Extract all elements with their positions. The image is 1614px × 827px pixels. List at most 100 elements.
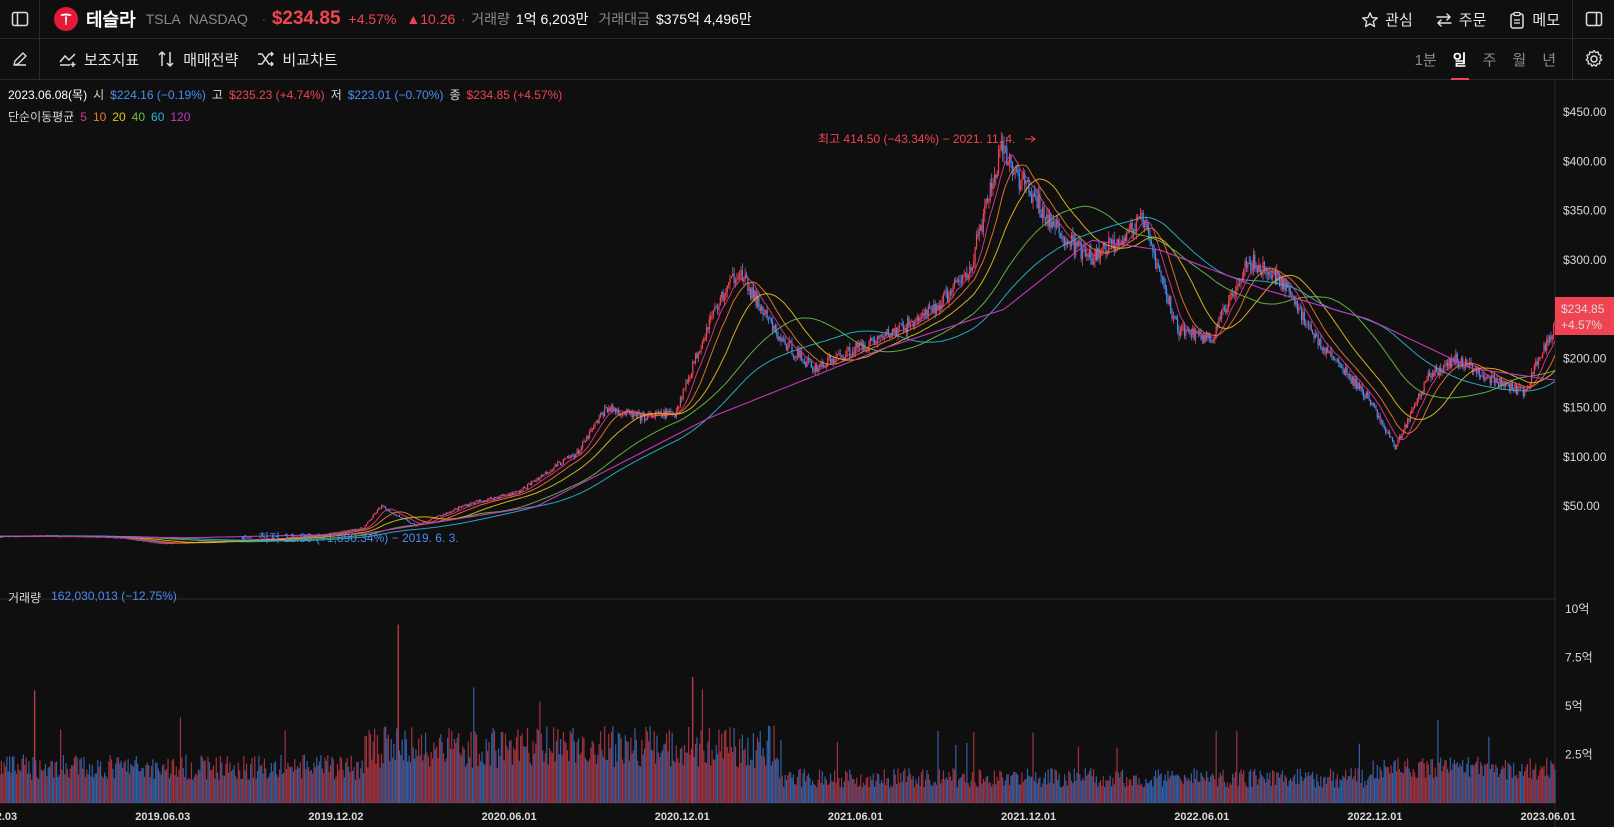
chart-settings-button[interactable] bbox=[1572, 39, 1614, 79]
volume-bar bbox=[905, 782, 907, 803]
volume-bar bbox=[604, 726, 606, 803]
volume-bar bbox=[980, 770, 982, 803]
volume-bar bbox=[1340, 780, 1343, 803]
volume-bar bbox=[535, 743, 537, 803]
candle-body bbox=[933, 304, 935, 311]
sidebar-toggle-button[interactable] bbox=[0, 0, 40, 38]
volume-bar bbox=[442, 753, 445, 803]
volume-bar bbox=[1273, 771, 1275, 803]
volume-bar bbox=[1059, 786, 1062, 803]
candle-body bbox=[716, 307, 719, 310]
candle-body bbox=[1320, 338, 1322, 349]
volume-bar bbox=[1241, 773, 1243, 803]
candle-body bbox=[620, 413, 622, 416]
candle-body bbox=[113, 537, 115, 539]
volume-bar bbox=[1221, 775, 1223, 803]
candle-body bbox=[911, 320, 913, 323]
volume-bar bbox=[938, 769, 940, 803]
candle-body bbox=[1321, 348, 1323, 351]
draw-tool-button[interactable] bbox=[0, 39, 40, 79]
candle-body bbox=[924, 309, 927, 315]
volume-bar bbox=[83, 757, 85, 803]
volume-bar bbox=[1482, 775, 1484, 803]
volume-bar bbox=[594, 754, 596, 803]
ma-line-60 bbox=[0, 217, 1556, 542]
volume-bar bbox=[1196, 770, 1198, 803]
candle-body bbox=[1113, 239, 1115, 252]
candle-body bbox=[467, 504, 469, 507]
volume-bar bbox=[61, 769, 63, 803]
compare-button[interactable]: 비교차트 bbox=[256, 49, 338, 70]
volume-bar bbox=[891, 786, 894, 803]
volume-bar bbox=[296, 766, 299, 803]
watch-button[interactable]: 관심 bbox=[1361, 9, 1413, 30]
volume-bar bbox=[1007, 774, 1009, 803]
candle-body bbox=[772, 321, 774, 331]
stock-chart[interactable]: $450.00$400.00$350.00$300.00$250.00$200.… bbox=[0, 80, 1614, 827]
volume-bar bbox=[912, 776, 914, 803]
volume-bar bbox=[65, 763, 67, 803]
volume-bar bbox=[1463, 772, 1465, 803]
memo-button[interactable]: 메모 bbox=[1508, 9, 1560, 30]
volume-bar bbox=[653, 731, 655, 803]
candle-body bbox=[938, 304, 940, 310]
indicators-button[interactable]: 보조지표 bbox=[58, 49, 139, 70]
volume-bar bbox=[441, 742, 443, 803]
candle-body bbox=[739, 275, 741, 278]
candle-body bbox=[747, 277, 749, 291]
candle-body bbox=[550, 470, 552, 472]
candle-body bbox=[291, 536, 293, 538]
candle-body bbox=[922, 313, 924, 318]
candle-body bbox=[464, 504, 467, 506]
ma-line-120 bbox=[0, 239, 1556, 539]
candle-body bbox=[1519, 386, 1522, 388]
volume-bar bbox=[339, 756, 341, 803]
candle-body bbox=[963, 274, 965, 277]
volume-bar bbox=[98, 767, 100, 803]
volume-bar bbox=[1112, 778, 1114, 803]
volume-bar bbox=[601, 749, 603, 803]
candle-body bbox=[1004, 145, 1007, 147]
ma-legend[interactable]: 단순이동평균 5 10 20 40 60 120 bbox=[8, 108, 190, 125]
volume-bar bbox=[872, 773, 874, 803]
volume-bar bbox=[1543, 765, 1545, 803]
candle-body bbox=[597, 421, 599, 423]
candle-body bbox=[1438, 367, 1440, 376]
volume-bar bbox=[752, 732, 754, 803]
strategy-button[interactable]: 매매전략 bbox=[157, 49, 238, 70]
volume-bar bbox=[853, 779, 855, 803]
candle-body bbox=[1243, 268, 1245, 279]
volume-bar bbox=[513, 747, 515, 803]
tab-day[interactable]: 일 bbox=[1450, 49, 1469, 80]
candle-body bbox=[1123, 237, 1125, 246]
candle-body bbox=[849, 347, 851, 357]
volume-bar bbox=[31, 779, 33, 803]
volume-bar bbox=[851, 778, 854, 803]
volume-bar bbox=[316, 756, 318, 803]
order-button[interactable]: 주문 bbox=[1435, 9, 1486, 30]
candle-body bbox=[966, 273, 968, 278]
tab-year[interactable]: 년 bbox=[1542, 51, 1556, 69]
tab-month[interactable]: 월 bbox=[1512, 51, 1527, 69]
volume-bar bbox=[1492, 764, 1494, 803]
tab-week[interactable]: 주 bbox=[1482, 51, 1497, 69]
volume-bar bbox=[42, 770, 44, 803]
volume-bar bbox=[573, 741, 575, 803]
candle-body bbox=[1455, 353, 1457, 363]
date-tick-label: 2021.12.01 bbox=[1001, 811, 1056, 823]
volume-bar bbox=[590, 747, 592, 803]
candle-body bbox=[1407, 418, 1409, 428]
volume-bar bbox=[1011, 774, 1013, 803]
volume-bar bbox=[834, 770, 836, 803]
candle-body bbox=[1335, 359, 1337, 361]
right-panel-toggle-button[interactable] bbox=[1572, 0, 1614, 38]
candle-body bbox=[142, 541, 144, 542]
candle-body bbox=[1526, 387, 1529, 389]
candle-body bbox=[544, 471, 547, 475]
volume-bar bbox=[338, 770, 340, 803]
candle-body bbox=[900, 323, 902, 325]
volume-bar bbox=[564, 741, 566, 803]
volume-bar bbox=[1390, 765, 1392, 803]
candle-body bbox=[350, 529, 352, 531]
tab-minute[interactable]: 1분 bbox=[1414, 51, 1437, 69]
